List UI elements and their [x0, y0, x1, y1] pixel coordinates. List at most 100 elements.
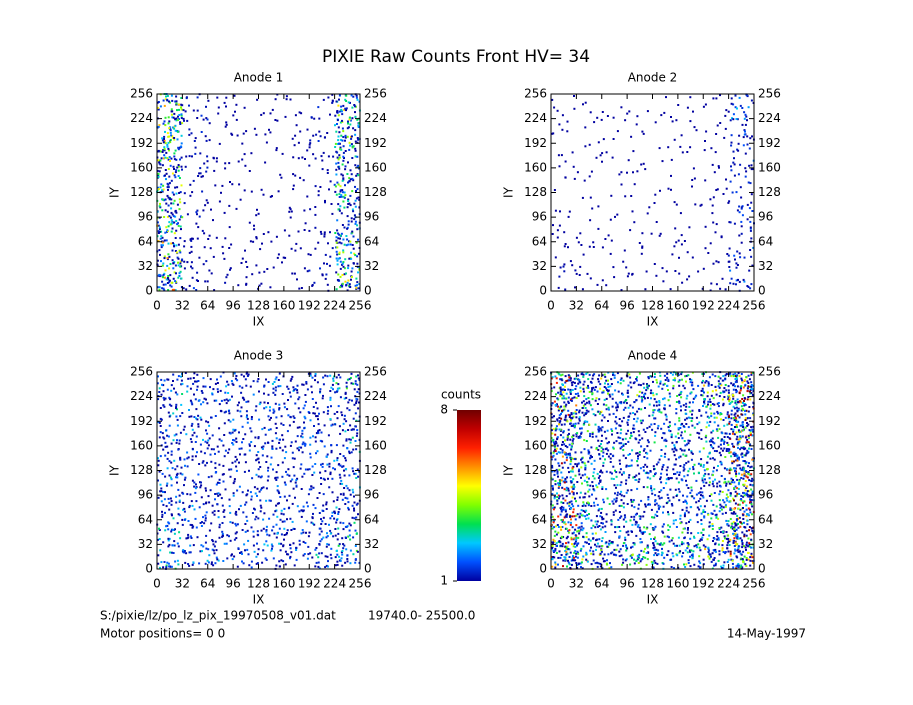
- pixel-hit: [639, 467, 642, 470]
- pixel-hit: [214, 493, 217, 495]
- pixel-hit: [579, 390, 582, 393]
- pixel-hit: [678, 256, 680, 259]
- pixel-hit: [258, 390, 260, 393]
- pixel-hit: [354, 164, 357, 167]
- pixel-hit: [726, 468, 729, 471]
- pixel-hit: [341, 282, 344, 285]
- pixel-hit: [675, 458, 678, 461]
- pixel-hit: [158, 529, 161, 531]
- pixel-hit: [715, 428, 718, 431]
- pixel-hit: [610, 239, 613, 242]
- pixel-hit: [646, 427, 649, 430]
- pixel-hit: [171, 544, 174, 547]
- pixel-hit: [294, 174, 297, 177]
- pixel-hit: [677, 481, 680, 484]
- pixel-hit: [162, 122, 165, 125]
- pixel-hit: [578, 416, 581, 419]
- pixel-hit: [211, 393, 214, 396]
- pixel-hit: [592, 241, 595, 244]
- date: 14-May-1997: [727, 627, 806, 641]
- pixel-hit: [315, 401, 317, 404]
- pixel-hit: [211, 540, 214, 543]
- pixel-hit: [746, 380, 749, 383]
- pixel-hit: [245, 410, 248, 413]
- pixel-hit: [357, 196, 360, 199]
- pixel-hit: [655, 379, 658, 381]
- pixel-hit: [225, 276, 228, 279]
- pixel-hit: [289, 543, 292, 546]
- pixel-hit: [345, 468, 348, 471]
- pixel-hit: [202, 460, 205, 463]
- pixel-hit: [655, 401, 658, 404]
- pixel-hit: [709, 242, 712, 245]
- pixel-hit: [725, 187, 728, 190]
- pixel-hit: [665, 418, 668, 421]
- pixel-hit: [298, 396, 301, 399]
- pixel-hit: [291, 520, 294, 523]
- pixel-hit: [559, 434, 562, 437]
- pixel-hit: [697, 492, 700, 495]
- pixel-hit: [262, 193, 265, 196]
- pixel-hit: [637, 457, 639, 460]
- pixel-hit: [354, 220, 357, 223]
- pixel-hit: [705, 405, 708, 408]
- pixel-hit: [190, 245, 193, 248]
- pixel-hit: [343, 418, 346, 421]
- pixel-hit: [345, 537, 347, 539]
- pixel-hit: [318, 533, 321, 536]
- pixel-hit: [736, 454, 739, 457]
- pixel-hit: [162, 149, 165, 151]
- pixel-hit: [322, 383, 325, 386]
- pixel-hit: [733, 433, 736, 436]
- pixel-hit: [703, 399, 706, 402]
- pixel-hit: [609, 453, 612, 456]
- pixel-hit: [354, 140, 357, 143]
- pixel-hit: [347, 535, 350, 538]
- pixel-hit: [675, 401, 678, 403]
- pixel-hit: [737, 483, 740, 486]
- pixel-hit: [161, 515, 164, 518]
- pixel-hit: [725, 450, 728, 452]
- pixel-hit: [183, 458, 186, 461]
- pixel-hit: [231, 558, 234, 561]
- pixel-hit: [354, 111, 356, 114]
- pixel-hit: [256, 562, 259, 565]
- pixel-hit: [663, 374, 666, 377]
- pixel-hit: [215, 556, 218, 559]
- pixel-hit: [700, 394, 703, 397]
- pixel-hit: [739, 467, 742, 470]
- pixel-hit: [176, 408, 178, 411]
- pixel-hit: [569, 470, 572, 473]
- pixel-hit: [164, 174, 166, 177]
- pixel-hit: [159, 253, 161, 256]
- pixel-hit: [649, 392, 652, 395]
- pixel-hit: [744, 470, 747, 472]
- pixel-hit: [333, 510, 336, 513]
- pixel-hit: [747, 423, 750, 426]
- pixel-hit: [615, 416, 618, 419]
- pixel-hit: [344, 430, 347, 433]
- y-tick-label: 256: [524, 87, 547, 101]
- pixel-hit: [748, 269, 751, 272]
- pixel-hit: [173, 271, 176, 274]
- pixel-hit: [705, 481, 708, 484]
- pixel-hit: [740, 196, 743, 199]
- pixel-hit: [326, 532, 328, 535]
- pixel-hit: [218, 526, 221, 529]
- pixel-hit: [204, 464, 207, 467]
- pixel-hit: [553, 450, 556, 453]
- pixel-hit: [249, 240, 252, 243]
- pixel-hit: [710, 412, 713, 415]
- pixel-hit: [310, 488, 313, 491]
- pixel-hit: [259, 401, 262, 404]
- pixel-hit: [159, 431, 162, 434]
- pixel-hit: [735, 459, 738, 462]
- pixel-hit: [174, 250, 177, 252]
- pixel-hit: [195, 483, 197, 486]
- pixel-hit: [567, 388, 570, 391]
- pixel-hit: [332, 467, 335, 470]
- pixel-hit: [719, 490, 722, 493]
- pixel-hit: [627, 159, 630, 162]
- pixel-hit: [699, 491, 702, 494]
- pixel-hit: [342, 249, 345, 252]
